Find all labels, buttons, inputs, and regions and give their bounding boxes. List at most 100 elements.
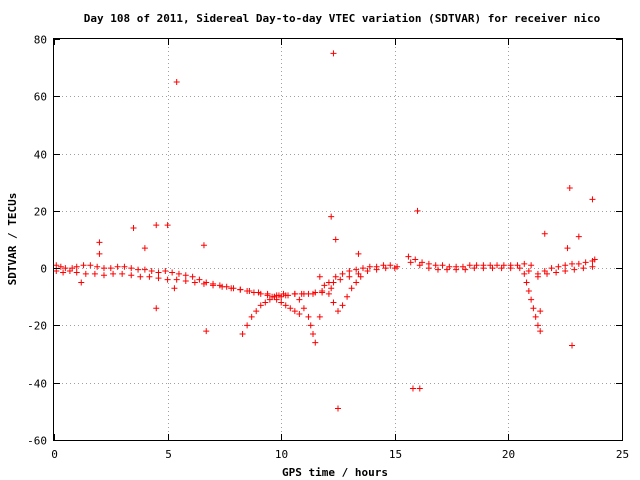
data-point bbox=[346, 273, 353, 280]
data-point bbox=[191, 279, 198, 286]
data-point bbox=[114, 263, 121, 270]
data-point bbox=[357, 273, 364, 280]
y-tick-label: 80 bbox=[34, 34, 47, 47]
data-point bbox=[82, 270, 89, 277]
y-tick-label: 20 bbox=[34, 206, 47, 219]
data-point bbox=[521, 270, 528, 277]
data-point bbox=[575, 260, 582, 267]
data-point bbox=[280, 290, 287, 297]
data-point bbox=[228, 285, 235, 292]
data-point bbox=[200, 280, 207, 287]
data-point bbox=[555, 263, 562, 270]
data-point bbox=[521, 260, 528, 267]
data-point bbox=[489, 265, 496, 272]
data-point bbox=[162, 268, 169, 275]
data-point bbox=[553, 269, 560, 276]
series-arc-4 bbox=[316, 273, 364, 315]
data-point bbox=[253, 308, 260, 315]
data-point bbox=[189, 273, 196, 280]
x-tick-label: 25 bbox=[616, 448, 629, 461]
data-point bbox=[335, 308, 341, 315]
data-point bbox=[353, 279, 360, 286]
data-point bbox=[155, 275, 162, 282]
data-point bbox=[94, 263, 101, 270]
data-point bbox=[507, 265, 514, 272]
data-point bbox=[366, 263, 373, 270]
data-point bbox=[330, 299, 337, 306]
data-point bbox=[273, 296, 280, 303]
data-point bbox=[589, 263, 596, 270]
data-point bbox=[87, 262, 94, 269]
data-point bbox=[516, 265, 523, 272]
data-point bbox=[239, 331, 246, 338]
data-point bbox=[339, 302, 346, 309]
data-point bbox=[53, 262, 60, 269]
data-point bbox=[544, 270, 551, 277]
data-point bbox=[53, 268, 60, 275]
data-point bbox=[173, 276, 180, 283]
data-point bbox=[244, 322, 251, 329]
data-point bbox=[141, 245, 148, 252]
data-point bbox=[100, 272, 107, 279]
data-point bbox=[591, 256, 598, 263]
data-point bbox=[296, 296, 303, 303]
series-outliers bbox=[78, 50, 596, 412]
data-point bbox=[321, 282, 328, 289]
data-point bbox=[196, 276, 203, 283]
data-point bbox=[182, 278, 189, 285]
data-point bbox=[405, 253, 412, 260]
data-point bbox=[562, 268, 569, 275]
data-point bbox=[346, 268, 353, 275]
data-point bbox=[498, 265, 505, 272]
data-point bbox=[182, 272, 189, 279]
data-point bbox=[246, 288, 253, 295]
data-point bbox=[566, 184, 573, 191]
series-arc-2 bbox=[269, 293, 303, 317]
x-tick-label: 5 bbox=[165, 448, 172, 461]
data-point bbox=[387, 262, 394, 269]
data-point bbox=[466, 262, 473, 269]
data-point bbox=[532, 313, 539, 320]
data-point bbox=[348, 285, 355, 292]
data-point bbox=[316, 313, 323, 320]
data-point bbox=[141, 266, 148, 273]
data-point bbox=[175, 270, 182, 277]
data-point bbox=[291, 290, 298, 297]
y-tick-label: 40 bbox=[34, 149, 47, 162]
data-point bbox=[537, 308, 544, 315]
data-point bbox=[344, 293, 351, 300]
data-point bbox=[257, 302, 264, 309]
x-tick-label: 0 bbox=[51, 448, 58, 461]
data-point bbox=[364, 268, 371, 275]
data-point bbox=[310, 331, 317, 338]
data-point bbox=[571, 266, 578, 273]
data-point bbox=[121, 263, 128, 270]
data-point bbox=[416, 385, 423, 392]
data-point bbox=[335, 405, 341, 412]
x-axis-label: GPS time / hours bbox=[282, 466, 388, 479]
data-point bbox=[453, 266, 460, 273]
data-point bbox=[444, 266, 451, 273]
data-point bbox=[137, 273, 144, 280]
data-point bbox=[412, 256, 419, 263]
grid bbox=[54, 39, 622, 440]
data-point bbox=[382, 265, 389, 272]
data-point bbox=[130, 225, 137, 232]
data-point bbox=[66, 268, 73, 275]
data-point bbox=[328, 213, 335, 220]
data-point bbox=[530, 305, 537, 312]
data-point bbox=[307, 322, 314, 329]
data-point bbox=[548, 265, 555, 272]
data-point bbox=[325, 290, 332, 297]
y-tick-label: 0 bbox=[40, 263, 47, 276]
data-point bbox=[328, 285, 335, 292]
data-point bbox=[73, 269, 80, 276]
series-arc-5 bbox=[521, 270, 544, 335]
data-point bbox=[110, 270, 117, 277]
data-point bbox=[73, 263, 80, 270]
y-tick-labels: -60 -40 -20 0 20 40 60 80 bbox=[27, 34, 47, 448]
data-point bbox=[416, 262, 423, 269]
data-point bbox=[153, 305, 160, 312]
